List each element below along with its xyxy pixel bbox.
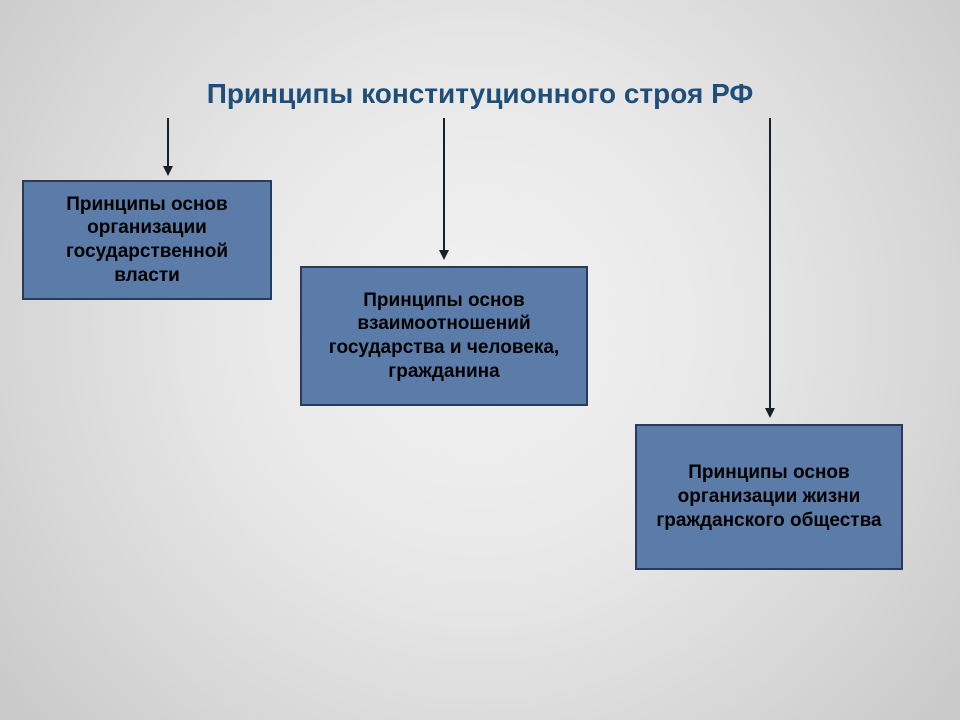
box-gov-power-label: Принципы основ организации государственн… — [32, 193, 262, 288]
slide-title: Принципы конституционного строя РФ — [0, 78, 960, 110]
box-civil-society-label: Принципы основ организации жизни граждан… — [645, 461, 893, 532]
box-civil-society: Принципы основ организации жизни граждан… — [635, 424, 903, 570]
slide-canvas: Принципы конституционного строя РФ Принц… — [0, 0, 960, 720]
arrow-2-head — [439, 250, 449, 260]
arrow-1-head — [163, 166, 173, 176]
arrow-3-head — [765, 408, 775, 418]
box-state-person: Принципы основ взаимоотношений государст… — [300, 266, 588, 406]
box-gov-power: Принципы основ организации государственн… — [22, 180, 272, 300]
box-state-person-label: Принципы основ взаимоотношений государст… — [310, 289, 578, 384]
